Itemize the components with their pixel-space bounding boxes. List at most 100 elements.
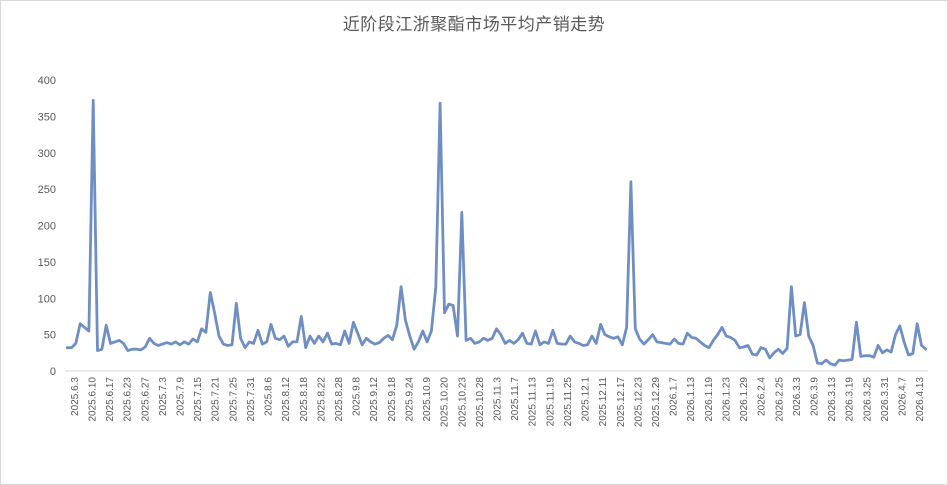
- data-point: [335, 342, 337, 344]
- data-point: [253, 342, 255, 344]
- data-point: [157, 345, 159, 347]
- data-point: [391, 339, 393, 341]
- data-point: [452, 305, 454, 307]
- x-tick-label: 2025.6.23: [123, 377, 134, 422]
- data-point: [760, 347, 762, 349]
- data-point: [587, 344, 589, 346]
- data-point: [526, 342, 528, 344]
- chart-title: 近阶段江浙聚酯市场平均产销走势: [342, 15, 606, 35]
- x-tick-label: 2026.4.7: [898, 377, 909, 416]
- data-point: [799, 334, 801, 336]
- data-point: [417, 341, 419, 343]
- data-point: [725, 335, 727, 337]
- x-tick-label: 2025.11.3: [493, 377, 504, 421]
- x-tick-label: 2026.1.23: [721, 377, 732, 422]
- data-point: [292, 341, 294, 343]
- data-point: [478, 341, 480, 343]
- data-point: [309, 335, 311, 337]
- data-point: [84, 326, 86, 328]
- y-tick-label: 350: [38, 111, 56, 123]
- x-tick-label: 2025.6.27: [140, 377, 151, 422]
- data-point: [426, 341, 428, 343]
- data-point: [279, 339, 281, 341]
- data-point: [183, 341, 185, 343]
- x-tick-label: 2025.12.11: [598, 377, 609, 427]
- x-tick-label: 2025.10.9: [422, 377, 433, 422]
- data-point: [396, 324, 398, 326]
- data-point: [365, 337, 367, 339]
- data-point: [782, 353, 784, 355]
- data-point: [127, 350, 129, 352]
- data-point: [344, 330, 346, 332]
- data-point: [717, 334, 719, 336]
- data-point: [643, 343, 645, 345]
- data-point: [162, 343, 164, 345]
- data-point: [214, 312, 216, 314]
- x-tick-label: 2025.11.25: [563, 377, 574, 427]
- data-point: [283, 335, 285, 337]
- data-point: [734, 339, 736, 341]
- data-point: [686, 332, 688, 334]
- x-tick-label: 2025.9.12: [369, 377, 380, 422]
- data-point: [500, 334, 502, 336]
- data-point: [578, 342, 580, 344]
- data-point: [916, 323, 918, 325]
- data-point: [812, 345, 814, 347]
- data-point: [816, 362, 818, 364]
- data-point: [470, 337, 472, 339]
- data-point: [838, 359, 840, 361]
- data-point: [678, 342, 680, 344]
- data-point: [574, 341, 576, 343]
- data-point: [829, 363, 831, 365]
- x-tick-label: 2025.6.10: [87, 377, 98, 422]
- y-tick-label: 0: [50, 366, 56, 378]
- data-point: [895, 334, 897, 336]
- x-tick-label: 2026.3.9: [810, 377, 821, 416]
- x-tick-label: 2025.11.7: [510, 377, 521, 421]
- data-point: [530, 343, 532, 345]
- data-point: [786, 347, 788, 349]
- x-tick-label: 2025.6.3: [70, 377, 81, 416]
- x-tick-label: 2025.12.29: [651, 377, 662, 427]
- x-tick-label: 2025.7.31: [246, 377, 257, 422]
- data-point: [738, 347, 740, 349]
- x-tick-label: 2026.3.3: [792, 377, 803, 416]
- data-point: [75, 342, 77, 344]
- data-point: [205, 331, 207, 333]
- data-point: [374, 343, 376, 345]
- data-point: [348, 342, 350, 344]
- data-point: [548, 342, 550, 344]
- data-point: [790, 286, 792, 288]
- x-tick-label: 2025.8.18: [299, 377, 310, 422]
- x-tick-label: 2026.4.13: [915, 377, 926, 422]
- x-tick-label: 2026.2.25: [774, 377, 785, 422]
- x-tick-label: 2025.11.13: [528, 377, 539, 427]
- data-point: [855, 321, 857, 323]
- data-point: [487, 339, 489, 341]
- data-point: [869, 355, 871, 357]
- data-point: [873, 356, 875, 358]
- x-tick-label: 2026.1.19: [704, 377, 715, 422]
- data-point: [899, 325, 901, 327]
- data-point: [114, 341, 116, 343]
- data-point: [92, 99, 94, 101]
- data-point: [287, 345, 289, 347]
- data-point: [704, 345, 706, 347]
- data-point: [756, 354, 758, 356]
- data-point: [131, 348, 133, 350]
- data-point: [378, 342, 380, 344]
- data-point: [582, 345, 584, 347]
- data-point: [71, 347, 73, 349]
- data-point: [600, 323, 602, 325]
- data-point: [552, 329, 554, 331]
- data-point: [196, 341, 198, 343]
- data-point: [842, 360, 844, 362]
- data-point: [496, 328, 498, 330]
- data-point: [730, 337, 732, 339]
- series-line: [65, 99, 928, 367]
- data-point: [123, 342, 125, 344]
- data-point: [483, 337, 485, 339]
- data-point: [404, 319, 406, 321]
- data-point: [604, 334, 606, 336]
- y-tick-label: 150: [38, 257, 56, 269]
